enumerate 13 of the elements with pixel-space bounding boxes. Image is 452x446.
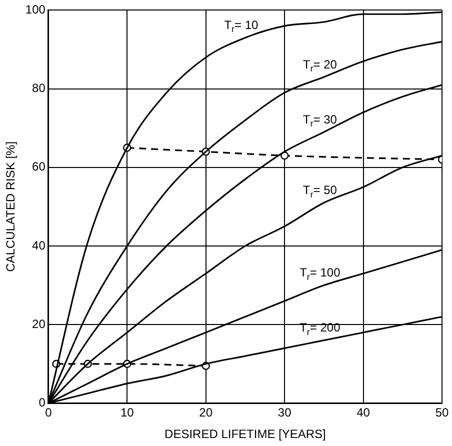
y-tick-label: 60 (32, 160, 46, 174)
y-tick-label: 80 (32, 81, 46, 96)
x-tick-label: 30 (278, 406, 292, 420)
y-tick-label: 0 (38, 396, 46, 410)
x-axis-title: DESIRED LIFETIME [YEARS] (164, 427, 326, 442)
y-tick-label: 40 (32, 238, 46, 252)
y-tick-label: 100 (25, 2, 46, 17)
x-tick-label: 20 (199, 406, 213, 420)
y-tick-label: 20 (32, 316, 46, 331)
y-axis-title: CALCULATED RISK [%] (4, 141, 18, 272)
x-tick-label: 40 (356, 406, 370, 420)
x-tick-label: 10 (120, 406, 134, 420)
x-tick-label: 50 (435, 406, 449, 420)
